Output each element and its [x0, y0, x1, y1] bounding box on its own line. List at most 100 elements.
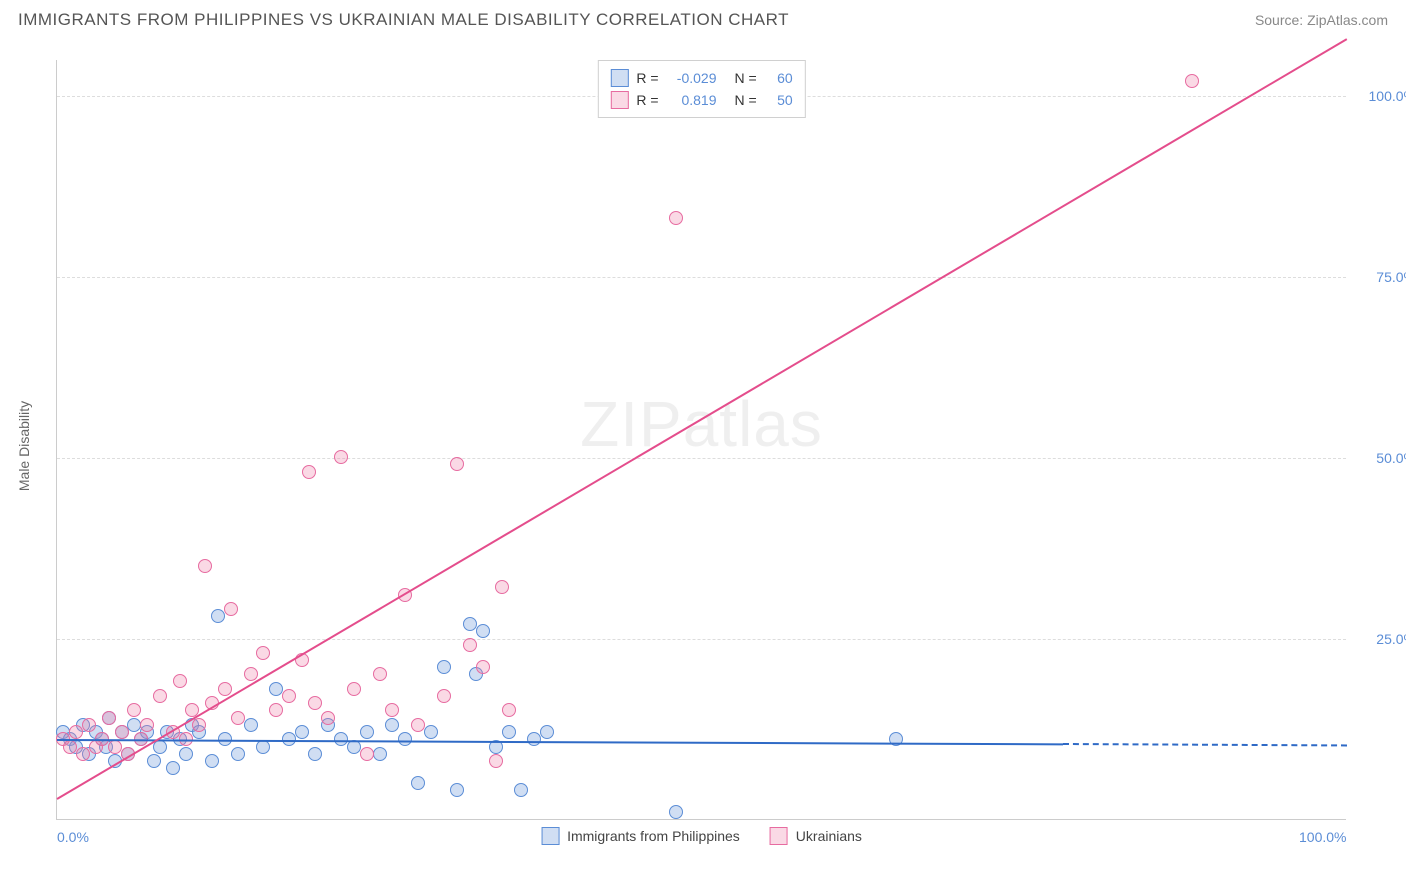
correlation-legend: R = -0.029 N = 60 R = 0.819 N = 50 — [597, 60, 805, 118]
scatter-point — [127, 703, 141, 717]
scatter-point — [360, 725, 374, 739]
r-value: 0.819 — [667, 92, 717, 108]
scatter-point — [179, 747, 193, 761]
scatter-point — [302, 465, 316, 479]
scatter-point — [115, 725, 129, 739]
legend-label: Ukrainians — [796, 828, 862, 844]
scatter-point — [347, 682, 361, 696]
scatter-point — [147, 754, 161, 768]
legend-swatch — [770, 827, 788, 845]
legend-swatch — [610, 69, 628, 87]
r-label: R = — [636, 92, 658, 108]
scatter-point — [166, 761, 180, 775]
trend-line — [56, 38, 1347, 800]
legend-swatch — [541, 827, 559, 845]
scatter-point — [437, 660, 451, 674]
scatter-point — [669, 805, 683, 819]
scatter-point — [102, 711, 116, 725]
scatter-point — [463, 638, 477, 652]
scatter-point — [373, 747, 387, 761]
source-attribution: Source: ZipAtlas.com — [1255, 12, 1388, 28]
scatter-point — [437, 689, 451, 703]
n-value: 60 — [765, 70, 793, 86]
chart-title: IMMIGRANTS FROM PHILIPPINES VS UKRAINIAN… — [18, 10, 789, 30]
x-tick-label: 100.0% — [1299, 829, 1346, 845]
scatter-point — [218, 682, 232, 696]
scatter-point — [502, 703, 516, 717]
header: IMMIGRANTS FROM PHILIPPINES VS UKRAINIAN… — [0, 0, 1406, 36]
scatter-point — [231, 747, 245, 761]
scatter-point — [398, 732, 412, 746]
scatter-point — [205, 754, 219, 768]
scatter-point — [527, 732, 541, 746]
series-legend: Immigrants from Philippines Ukrainians — [541, 827, 862, 845]
scatter-point — [495, 580, 509, 594]
scatter-point — [153, 689, 167, 703]
legend-item: Immigrants from Philippines — [541, 827, 740, 845]
scatter-point — [360, 747, 374, 761]
scatter-point — [463, 617, 477, 631]
x-tick-label: 0.0% — [57, 829, 89, 845]
legend-label: Immigrants from Philippines — [567, 828, 740, 844]
scatter-point — [489, 754, 503, 768]
scatter-point — [476, 624, 490, 638]
scatter-point — [63, 740, 77, 754]
scatter-point — [211, 609, 225, 623]
r-label: R = — [636, 70, 658, 86]
y-axis-label: Male Disability — [16, 401, 32, 491]
scatter-point — [502, 725, 516, 739]
scatter-point — [244, 667, 258, 681]
scatter-point — [269, 682, 283, 696]
scatter-point — [308, 747, 322, 761]
watermark: ZIPatlas — [580, 387, 823, 461]
scatter-point — [173, 674, 187, 688]
gridline — [57, 458, 1346, 459]
scatter-point — [244, 718, 258, 732]
y-tick-label: 75.0% — [1376, 269, 1406, 285]
r-value: -0.029 — [667, 70, 717, 86]
scatter-point — [198, 559, 212, 573]
scatter-point — [127, 718, 141, 732]
n-label: N = — [735, 70, 757, 86]
legend-swatch — [610, 91, 628, 109]
scatter-chart: ZIPatlas 25.0%50.0%75.0%100.0%0.0%100.0%… — [56, 60, 1346, 820]
scatter-point — [192, 718, 206, 732]
scatter-point — [269, 703, 283, 717]
legend-row: R = -0.029 N = 60 — [610, 67, 792, 89]
y-tick-label: 50.0% — [1376, 450, 1406, 466]
gridline — [57, 639, 1346, 640]
trend-line — [1063, 743, 1347, 746]
scatter-point — [540, 725, 554, 739]
scatter-point — [282, 689, 296, 703]
scatter-point — [385, 703, 399, 717]
legend-row: R = 0.819 N = 50 — [610, 89, 792, 111]
scatter-point — [140, 718, 154, 732]
scatter-point — [476, 660, 490, 674]
scatter-point — [411, 718, 425, 732]
gridline — [57, 277, 1346, 278]
y-tick-label: 25.0% — [1376, 631, 1406, 647]
scatter-point — [411, 776, 425, 790]
y-tick-label: 100.0% — [1369, 88, 1406, 104]
scatter-point — [450, 783, 464, 797]
scatter-point — [334, 450, 348, 464]
n-label: N = — [735, 92, 757, 108]
scatter-point — [224, 602, 238, 616]
scatter-point — [669, 211, 683, 225]
scatter-point — [108, 740, 122, 754]
scatter-point — [424, 725, 438, 739]
scatter-point — [1185, 74, 1199, 88]
scatter-point — [450, 457, 464, 471]
scatter-point — [76, 747, 90, 761]
scatter-point — [231, 711, 245, 725]
n-value: 50 — [765, 92, 793, 108]
scatter-point — [69, 725, 83, 739]
scatter-point — [385, 718, 399, 732]
scatter-point — [256, 646, 270, 660]
scatter-point — [82, 718, 96, 732]
scatter-point — [295, 725, 309, 739]
legend-item: Ukrainians — [770, 827, 862, 845]
scatter-point — [321, 711, 335, 725]
scatter-point — [514, 783, 528, 797]
scatter-point — [308, 696, 322, 710]
